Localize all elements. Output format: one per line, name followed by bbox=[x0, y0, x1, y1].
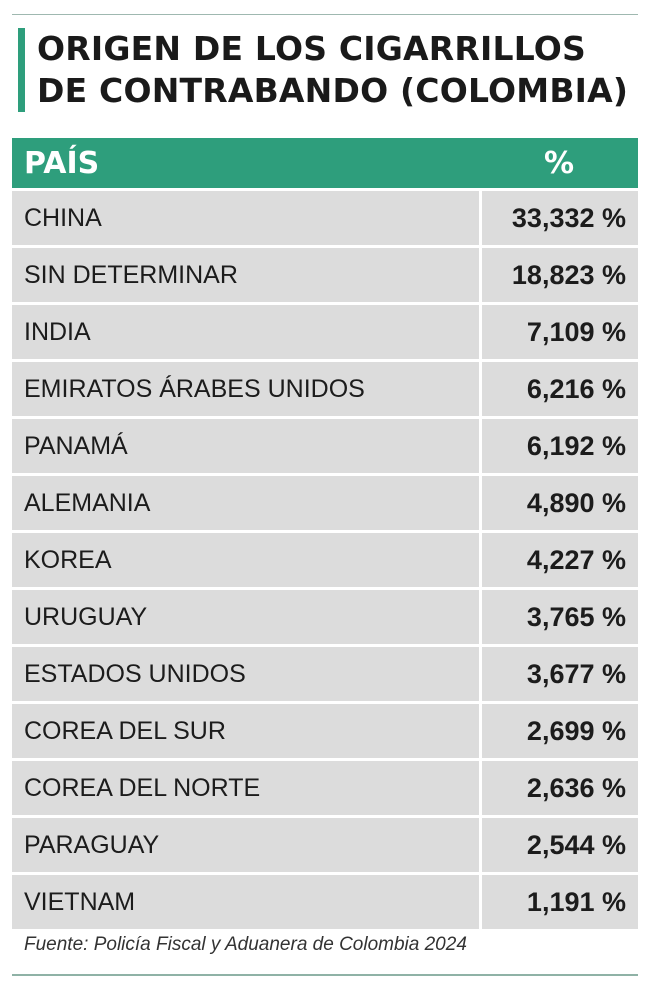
country-cell: SIN DETERMINAR bbox=[12, 246, 482, 305]
country-cell: EMIRATOS ÁRABES UNIDOS bbox=[12, 360, 482, 419]
country-cell: CHINA bbox=[12, 189, 482, 248]
country-cell: URUGUAY bbox=[12, 588, 482, 647]
percent-cell: 33,332 % bbox=[480, 189, 638, 248]
table-row: PANAMÁ 6,192 % bbox=[12, 417, 638, 476]
table-row: CHINA 33,332 % bbox=[12, 189, 638, 248]
column-header-country: PAÍS bbox=[12, 138, 480, 191]
percent-cell: 1,191 % bbox=[480, 873, 638, 932]
percent-cell: 3,765 % bbox=[480, 588, 638, 647]
table-row: SIN DETERMINAR 18,823 % bbox=[12, 246, 638, 305]
percent-cell: 2,636 % bbox=[480, 759, 638, 818]
percent-cell: 2,544 % bbox=[480, 816, 638, 875]
percent-cell: 6,216 % bbox=[480, 360, 638, 419]
country-cell: ALEMANIA bbox=[12, 474, 482, 533]
country-cell: COREA DEL NORTE bbox=[12, 759, 482, 818]
table-row: URUGUAY 3,765 % bbox=[12, 588, 638, 647]
table-row: ALEMANIA 4,890 % bbox=[12, 474, 638, 533]
chart-title: ORIGEN DE LOS CIGARRILLOS DE CONTRABANDO… bbox=[37, 29, 629, 110]
table-row: VIETNAM 1,191 % bbox=[12, 873, 638, 932]
country-cell: VIETNAM bbox=[12, 873, 482, 932]
title-block: ORIGEN DE LOS CIGARRILLOS DE CONTRABANDO… bbox=[18, 28, 637, 112]
table-body: CHINA 33,332 % SIN DETERMINAR 18,823 % INDIA… bbox=[12, 189, 638, 932]
bottom-divider bbox=[12, 974, 638, 976]
country-cell: KOREA bbox=[12, 531, 482, 590]
country-cell: COREA DEL SUR bbox=[12, 702, 482, 761]
country-cell: ESTADOS UNIDOS bbox=[12, 645, 482, 704]
country-cell: INDIA bbox=[12, 303, 482, 362]
source-note: Fuente: Policía Fiscal y Aduanera de Col… bbox=[24, 934, 467, 955]
percent-cell: 3,677 % bbox=[480, 645, 638, 704]
table-row: INDIA 7,109 % bbox=[12, 303, 638, 362]
table-row: EMIRATOS ÁRABES UNIDOS 6,216 % bbox=[12, 360, 638, 419]
table-row: KOREA 4,227 % bbox=[12, 531, 638, 590]
country-cell: PARAGUAY bbox=[12, 816, 482, 875]
table-row: COREA DEL NORTE 2,636 % bbox=[12, 759, 638, 818]
country-cell: PANAMÁ bbox=[12, 417, 482, 476]
percent-cell: 18,823 % bbox=[480, 246, 638, 305]
percent-cell: 4,890 % bbox=[480, 474, 638, 533]
top-divider bbox=[12, 14, 638, 15]
table-row: COREA DEL SUR 2,699 % bbox=[12, 702, 638, 761]
column-header-percent: % bbox=[480, 138, 638, 191]
title-accent-bar bbox=[18, 28, 25, 112]
data-table: PAÍS % CHINA 33,332 % SIN DETERMINAR 18,823… bbox=[12, 138, 638, 932]
percent-cell: 6,192 % bbox=[480, 417, 638, 476]
percent-cell: 7,109 % bbox=[480, 303, 638, 362]
percent-cell: 2,699 % bbox=[480, 702, 638, 761]
table-row: PARAGUAY 2,544 % bbox=[12, 816, 638, 875]
table-row: ESTADOS UNIDOS 3,677 % bbox=[12, 645, 638, 704]
table-header-row: PAÍS % bbox=[12, 138, 638, 191]
percent-cell: 4,227 % bbox=[480, 531, 638, 590]
